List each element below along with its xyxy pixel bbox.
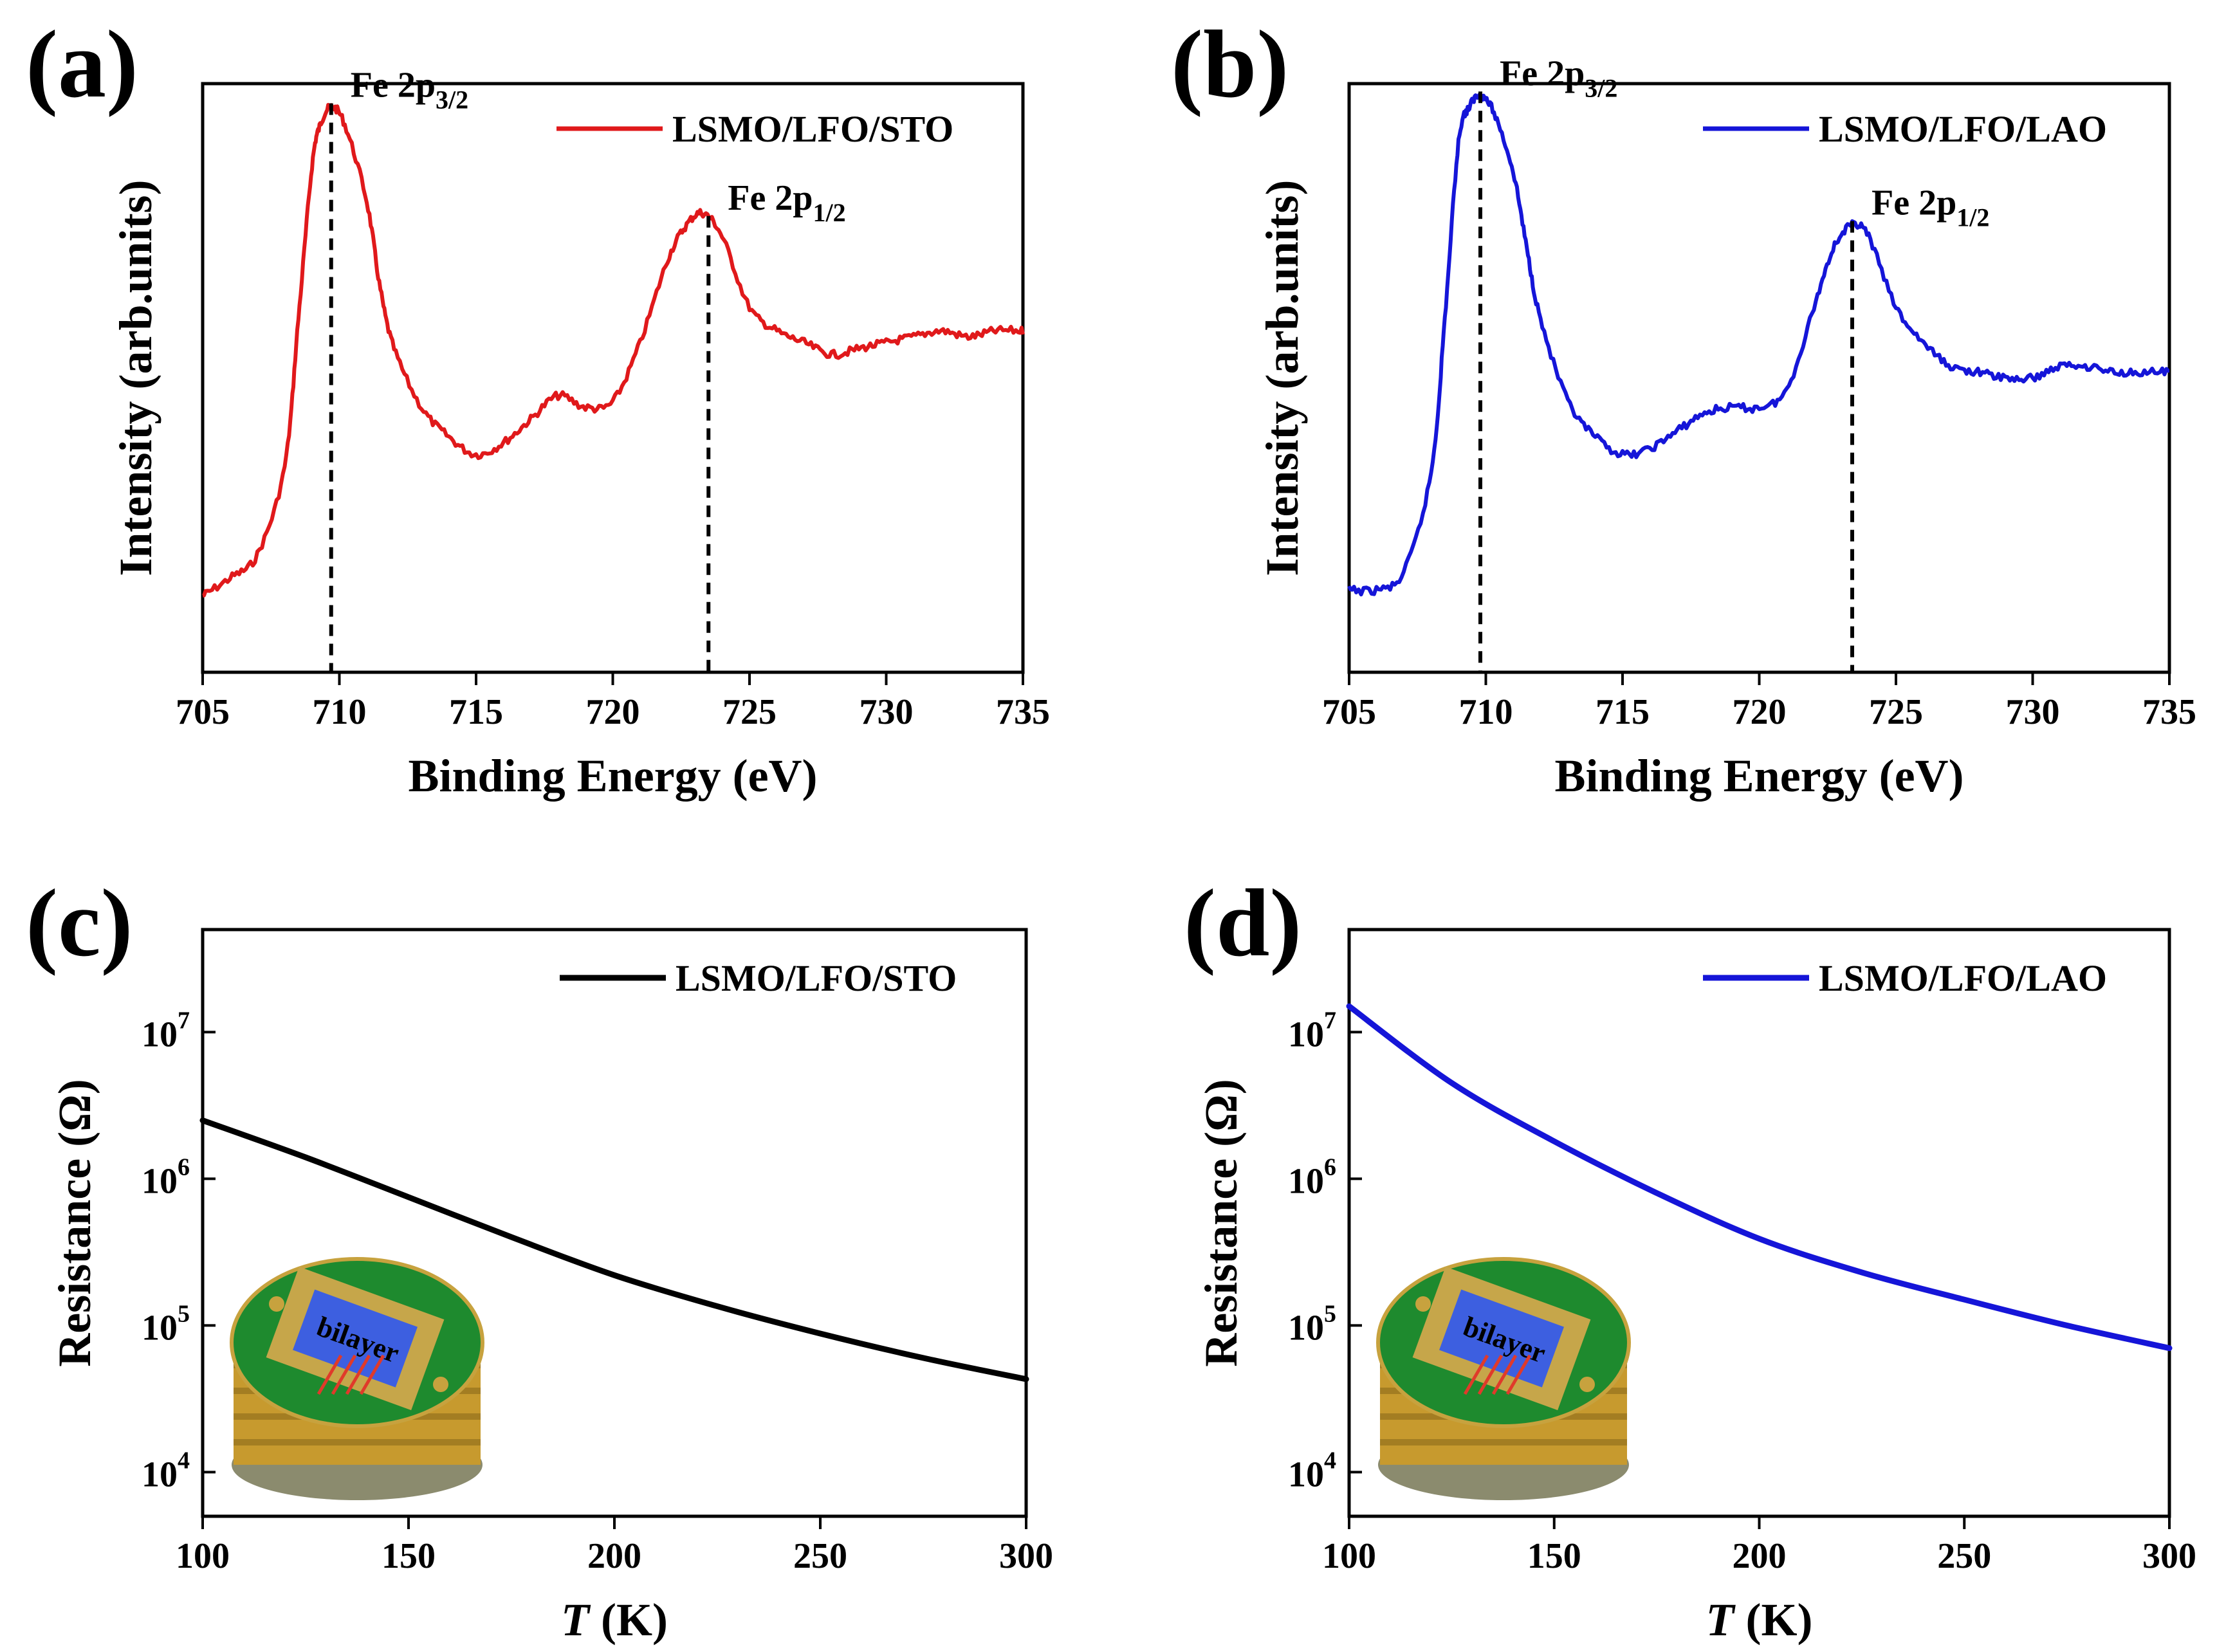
- panel-c: (c) 100 150 200 250 300 104 105 106 107 T (K) Resis…: [26, 870, 1053, 1646]
- x-axis-title: Binding Energy (eV): [408, 750, 817, 802]
- panel-b: (b) 705 710 715 720 725 730 735 Binding Energy (…: [1171, 11, 2196, 802]
- x-tick-label: 705: [1322, 692, 1376, 732]
- y-tick-label: 104: [142, 1447, 190, 1494]
- y-axis-title: Intensity (arb.units): [1256, 179, 1308, 576]
- contact-wire: [1477, 1354, 1504, 1395]
- bilayer-sample: [293, 1289, 418, 1388]
- contact-wire: [331, 1354, 357, 1395]
- sample-holder-inset: bilayer: [1376, 1257, 1631, 1500]
- x-tick-label: 300: [999, 1536, 1053, 1576]
- x-tick-label: 250: [1937, 1536, 1991, 1576]
- panel-label: (c): [26, 870, 133, 977]
- board-rim: [1376, 1257, 1631, 1428]
- legend-label: LSMO/LFO/LAO: [1819, 957, 2107, 999]
- mount-screw: [269, 1296, 284, 1312]
- y-tick-label: 105: [1288, 1300, 1336, 1348]
- series-line: [1346, 1003, 2173, 1352]
- x-tick-label: 725: [722, 692, 777, 732]
- x-tick-label: 250: [793, 1536, 847, 1576]
- sample-holder-inset: bilayer: [230, 1257, 484, 1500]
- y-axis-title: Resistance (Ω): [49, 1079, 100, 1367]
- y-axis-title: Resistance (Ω): [1195, 1079, 1247, 1367]
- x-tick-label: 710: [313, 692, 367, 732]
- y-tick-label: 107: [1288, 1007, 1336, 1054]
- mount-screw: [1415, 1296, 1431, 1312]
- bilayer-sample: [1439, 1289, 1564, 1388]
- x-tick-label: 200: [587, 1536, 641, 1576]
- x-tick-label: 730: [2006, 692, 2060, 732]
- y-tick-label: 105: [142, 1300, 190, 1348]
- x-tick-label: 100: [176, 1536, 230, 1576]
- x-tick-label: 730: [860, 692, 914, 732]
- x-axis-title: T (K): [561, 1594, 668, 1646]
- legend-label: LSMO/LFO/STO: [676, 957, 957, 999]
- x-tick-label: 200: [1733, 1536, 1787, 1576]
- panel-d: (d) 100 150 200 250 300 104 105 106 107 T (K) Resis…: [1184, 870, 2196, 1646]
- x-tick-label: 710: [1459, 692, 1513, 732]
- x-tick-label: 720: [586, 692, 640, 732]
- x-tick-label: 705: [176, 692, 230, 732]
- x-tick-label: 100: [1322, 1536, 1376, 1576]
- x-tick-label: 150: [382, 1536, 436, 1576]
- x-tick-label: 735: [2142, 692, 2196, 732]
- plot-frame: [1347, 82, 2171, 674]
- peak-annotation: Fe 2p3/2: [351, 66, 468, 115]
- x-tick-label: 715: [1596, 692, 1650, 732]
- plot-frame: [201, 82, 1025, 674]
- x-axis-title: T (K): [1706, 1594, 1813, 1646]
- contact-wire: [1491, 1354, 1518, 1395]
- mount-screw: [1579, 1377, 1595, 1392]
- series-line: [202, 103, 1025, 598]
- series-line: [199, 1117, 1029, 1382]
- x-tick-label: 150: [1527, 1536, 1581, 1576]
- contact-wire: [345, 1354, 371, 1395]
- x-tick-label: 300: [2142, 1536, 2196, 1576]
- board-rim: [230, 1257, 484, 1428]
- y-tick-label: 104: [1288, 1447, 1336, 1494]
- x-tick-label: 735: [996, 692, 1050, 732]
- panel-label: (a): [26, 11, 138, 118]
- holder-ring: [1380, 1439, 1627, 1446]
- legend-label: LSMO/LFO/STO: [672, 108, 953, 150]
- peak-annotation: Fe 2p1/2: [1872, 183, 1989, 232]
- panel-a: (a) 705 710 715 720 725 730 735 Binding Energy (…: [26, 11, 1050, 802]
- x-tick-label: 720: [1733, 692, 1787, 732]
- contact-wire: [1463, 1354, 1489, 1395]
- x-tick-label: 725: [1869, 692, 1923, 732]
- legend-label: LSMO/LFO/LAO: [1819, 108, 2107, 150]
- x-tick-label: 715: [449, 692, 503, 732]
- y-tick-label: 106: [142, 1153, 190, 1201]
- y-tick-label: 107: [142, 1007, 190, 1054]
- peak-annotation: Fe 2p1/2: [728, 178, 845, 227]
- peak-annotation: Fe 2p3/2: [1500, 53, 1617, 102]
- panel-label: (b): [1171, 11, 1289, 118]
- panel-label: (d): [1184, 870, 1302, 977]
- y-axis-title: Intensity (arb.units): [110, 179, 161, 576]
- contact-wire: [317, 1354, 343, 1395]
- mount-screw: [433, 1377, 448, 1392]
- y-tick-label: 106: [1288, 1153, 1336, 1201]
- series-line: [1347, 93, 2170, 597]
- contact-wire: [359, 1354, 385, 1395]
- holder-ring: [234, 1439, 481, 1446]
- x-axis-title: Binding Energy (eV): [1554, 750, 1964, 802]
- contact-wire: [1505, 1354, 1532, 1395]
